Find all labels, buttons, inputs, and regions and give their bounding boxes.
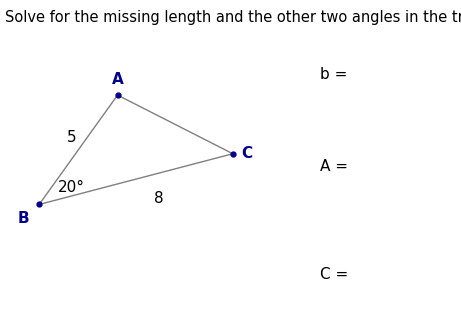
Text: C =: C = [320, 267, 349, 282]
Text: Solve for the missing length and the other two angles in the triangle below.: Solve for the missing length and the oth… [5, 10, 461, 24]
Text: 8: 8 [154, 191, 164, 206]
Text: 20°: 20° [58, 179, 85, 195]
Text: A =: A = [320, 159, 349, 174]
Text: A: A [112, 72, 124, 87]
Text: 5: 5 [67, 130, 76, 146]
Text: b =: b = [320, 67, 348, 82]
Text: B: B [18, 211, 29, 226]
Text: C: C [241, 146, 252, 161]
